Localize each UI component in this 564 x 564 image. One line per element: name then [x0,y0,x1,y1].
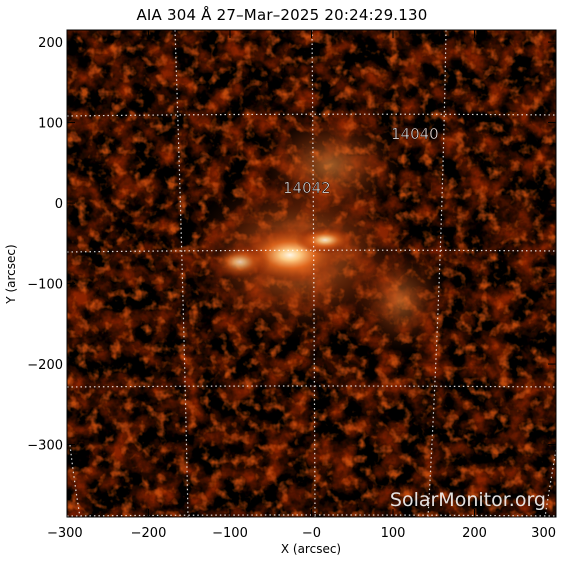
y-axis-ticks: 200 100 0 −100 −200 −300 [27,36,556,454]
x-tick-label: 200 [462,526,487,541]
x-tick-label: 300 [531,526,556,541]
heliographic-grid [67,30,556,517]
active-region-label-14040: 14040 [391,125,439,143]
y-axis-title: Y (arcsec) [4,244,18,304]
x-tick-label: −300 [47,526,83,541]
x-tick-label: −100 [212,526,248,541]
y-tick-label: 0 [55,197,63,212]
y-tick-label: 200 [38,36,63,51]
y-tick-label: 100 [38,117,63,132]
x-tick-label: −200 [131,526,167,541]
y-tick-label: −300 [27,439,63,454]
image-title: AIA 304 Å 27–Mar–2025 20:24:29.130 [136,6,428,24]
active-region-label-14042: 14042 [283,179,331,197]
y-tick-label: −100 [27,278,63,293]
solar-disk-image [67,30,556,517]
x-tick-label: 100 [381,526,406,541]
x-axis-title: X (arcsec) [281,542,341,556]
x-axis-ticks: −300 −200 −100 −0 100 200 300 [47,30,557,541]
solarmonitor-watermark: SolarMonitor.org [390,489,546,511]
x-tick-label: −0 [302,526,321,541]
y-tick-label: −200 [27,358,63,373]
